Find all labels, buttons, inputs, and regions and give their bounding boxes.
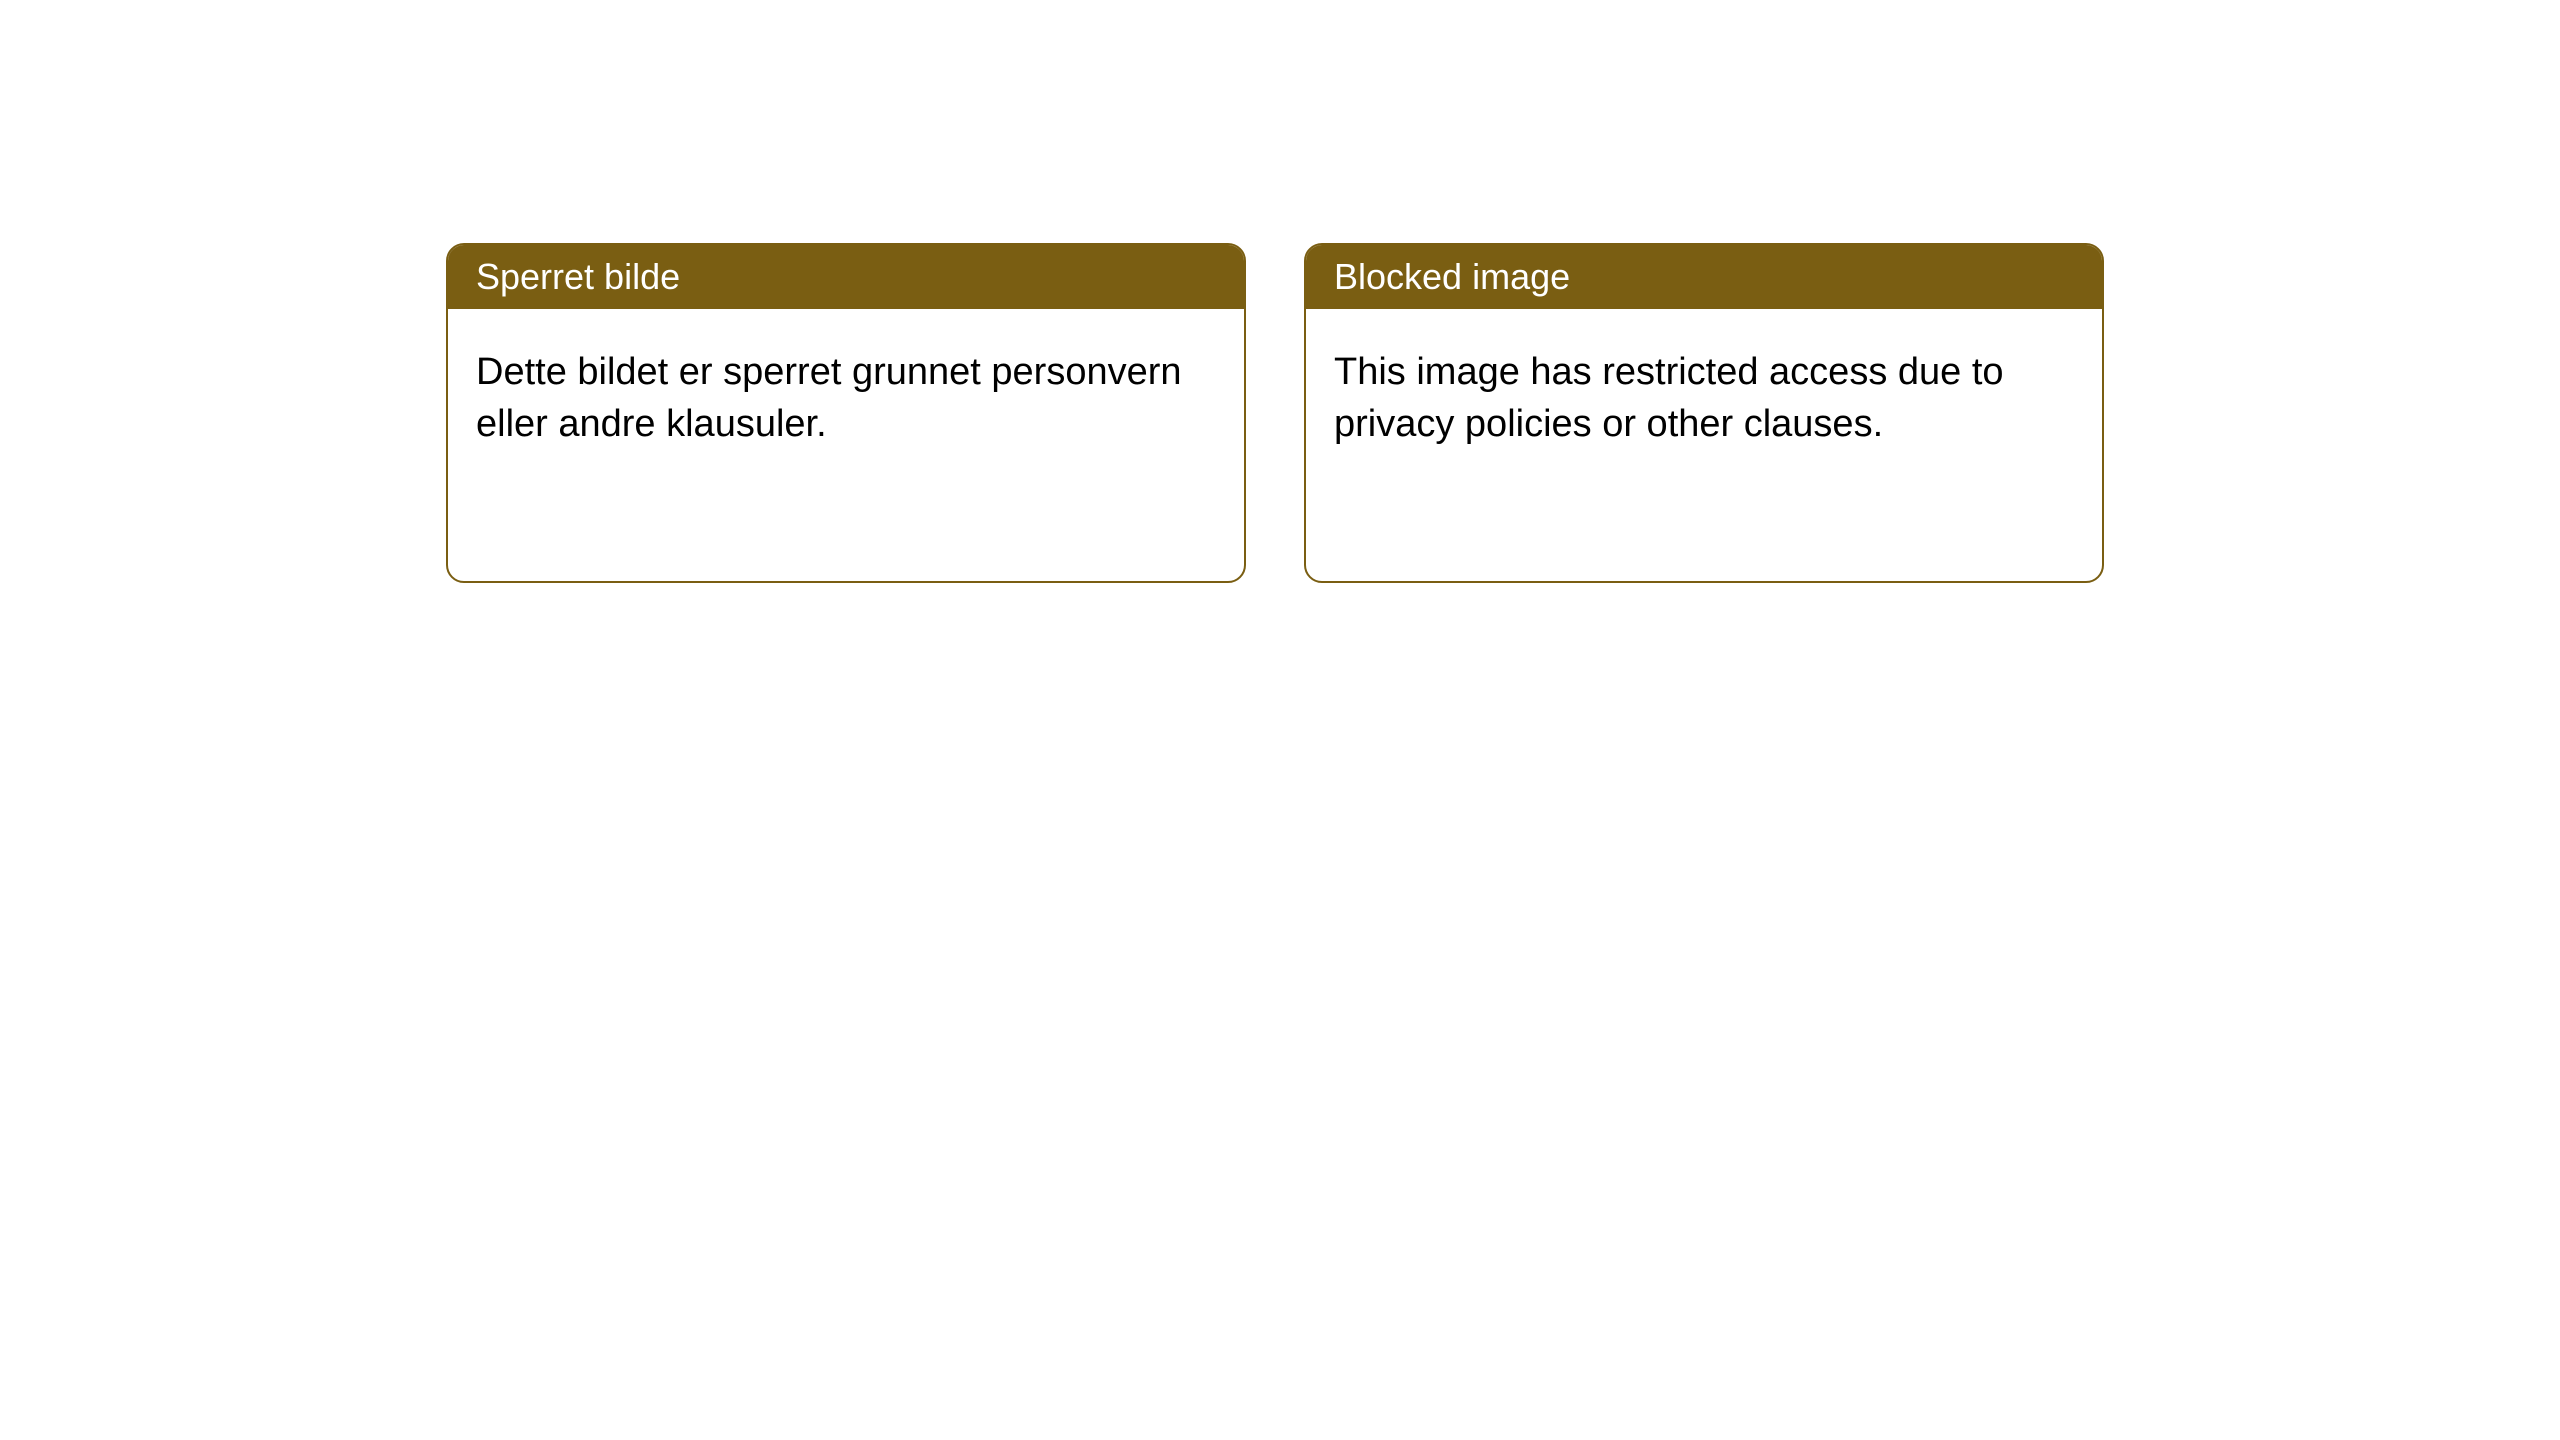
card-body-no: Dette bildet er sperret grunnet personve… [448,309,1244,488]
card-title-no: Sperret bilde [476,256,680,297]
card-title-en: Blocked image [1334,256,1570,297]
card-body-text-no: Dette bildet er sperret grunnet personve… [476,351,1182,445]
cards-container: Sperret bilde Dette bildet er sperret gr… [446,243,2104,583]
card-header-en: Blocked image [1306,245,2102,309]
card-body-text-en: This image has restricted access due to … [1334,351,2004,445]
card-header-no: Sperret bilde [448,245,1244,309]
blocked-image-card-en: Blocked image This image has restricted … [1304,243,2104,583]
card-body-en: This image has restricted access due to … [1306,309,2102,488]
blocked-image-card-no: Sperret bilde Dette bildet er sperret gr… [446,243,1246,583]
